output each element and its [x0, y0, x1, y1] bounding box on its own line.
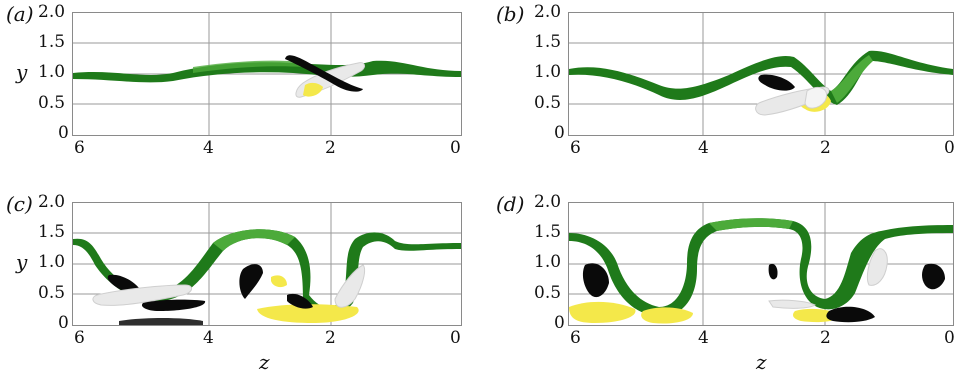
y-axis-label: y: [16, 60, 28, 84]
x-tick: 4: [203, 328, 214, 348]
black-vortex-3: [287, 293, 313, 309]
x-tick: 2: [325, 328, 336, 348]
x-tick: 2: [820, 328, 831, 348]
black-vortex-4: [826, 306, 875, 323]
black-vortex-2: [768, 263, 778, 280]
x-tick: 0: [450, 138, 461, 158]
green-sheet: [569, 50, 953, 105]
white-vortex-2: [768, 299, 816, 309]
green-sheet-highlight: [213, 229, 295, 251]
y-tick: 0.5: [38, 283, 66, 303]
x-tick: 2: [820, 138, 831, 158]
y-axis-label: y: [16, 250, 28, 274]
flow-visualization: [569, 203, 953, 325]
y-tick: 1.5: [534, 222, 562, 242]
white-vortex-2: [804, 86, 827, 109]
yellow-vortex-2: [271, 275, 287, 288]
green-sheet-highlight: [193, 60, 303, 73]
y-tick: 0: [554, 313, 565, 333]
y-tick: 2.0: [38, 192, 66, 212]
x-tick: 0: [944, 328, 955, 348]
y-tick: 0: [58, 123, 69, 143]
x-tick: 6: [74, 328, 85, 348]
panel-a: (a) 2.0 1.5 1.0 0.5 0 y 6 4 2 0: [0, 0, 480, 180]
floor-shadow: [119, 318, 203, 325]
x-tick: 4: [698, 328, 709, 348]
black-vortex-3: [922, 263, 945, 290]
y-tick: 2.0: [534, 192, 562, 212]
x-tick: 0: [944, 138, 955, 158]
black-vortex: [285, 55, 363, 92]
y-tick: 1.0: [38, 62, 66, 82]
x-tick: 6: [74, 138, 85, 158]
white-vortex: [866, 248, 888, 286]
black-vortex: [758, 74, 795, 91]
y-tick: 1.5: [38, 32, 66, 52]
black-vortex: [582, 263, 609, 298]
x-tick: 4: [698, 138, 709, 158]
plot-area: [568, 202, 954, 326]
flow-visualization: [73, 203, 461, 325]
x-axis-label: z: [259, 350, 270, 374]
y-tick: 2.0: [38, 2, 66, 22]
x-tick: 6: [570, 138, 581, 158]
green-sheet: [569, 218, 953, 317]
panel-b: (b) 2.0 1.5 1.0 0.5 0 6 4 2 0: [494, 0, 964, 180]
panel-label: (a): [6, 2, 34, 26]
x-tick: 4: [203, 138, 214, 158]
green-sheet-highlight: [709, 218, 793, 231]
yellow-vortex: [303, 82, 323, 97]
black-blob: [239, 264, 263, 299]
white-vortex: [92, 284, 192, 306]
x-tick: 6: [570, 328, 581, 348]
green-sheet-highlight: [831, 55, 873, 103]
y-tick: 1.5: [534, 32, 562, 52]
y-tick: 1.0: [534, 252, 562, 272]
y-tick: 2.0: [534, 2, 562, 22]
flow-visualization: [569, 13, 953, 135]
x-tick: 0: [450, 328, 461, 348]
flow-visualization: [73, 13, 461, 135]
y-tick: 1.5: [38, 222, 66, 242]
y-tick: 1.0: [38, 252, 66, 272]
plot-area: [568, 12, 954, 136]
yellow-vortex: [257, 304, 359, 323]
panel-label: (c): [6, 192, 33, 216]
black-vortex-2: [141, 299, 206, 311]
panel-d: (d) 2.0 1.5 1.0 0.5 0 6 4 2 0 z: [494, 190, 964, 378]
yellow-vortex-2: [641, 307, 693, 324]
plot-area: [72, 202, 462, 326]
white-vortex-2: [334, 264, 366, 308]
x-tick: 2: [325, 138, 336, 158]
y-tick: 0.5: [534, 283, 562, 303]
panel-label: (b): [496, 2, 525, 26]
y-tick: 0: [58, 313, 69, 333]
x-axis-label: z: [756, 350, 767, 374]
y-tick: 0.5: [534, 93, 562, 113]
y-tick: 0: [554, 123, 565, 143]
yellow-vortex: [569, 301, 636, 323]
y-tick: 1.0: [534, 62, 562, 82]
y-tick: 0.5: [38, 93, 66, 113]
panel-c: (c) 2.0 1.5 1.0 0.5 0 y 6 4 2 0 z: [0, 190, 480, 378]
panel-label: (d): [496, 192, 525, 216]
plot-area: [72, 12, 462, 136]
grid-lines: [73, 203, 461, 325]
grid-lines: [73, 13, 461, 135]
